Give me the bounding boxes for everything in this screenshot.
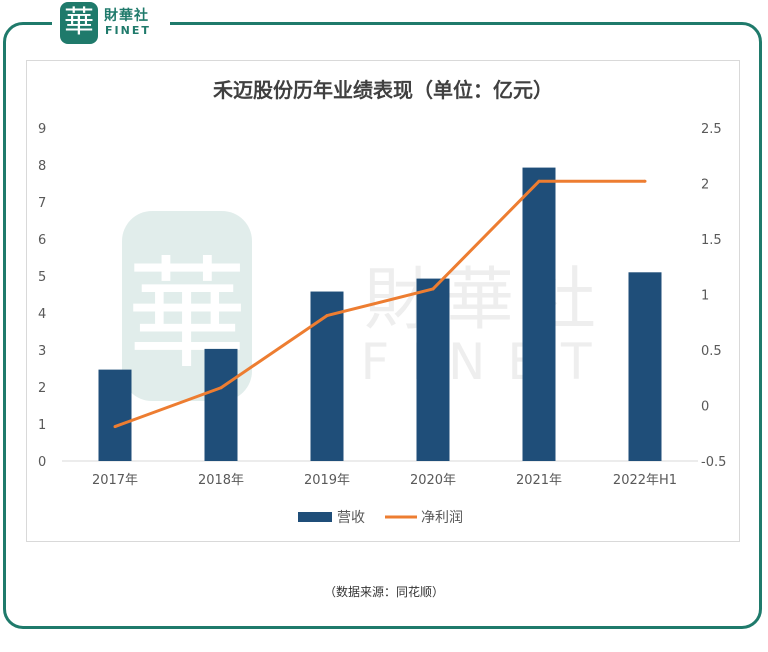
legend-swatch-revenue — [298, 512, 332, 522]
left-tick-label: 5 — [38, 270, 46, 285]
x-axis: 2017年 2018年 2019年 2020年 2021年 2022年H1 — [92, 473, 677, 488]
x-tick-label: 2021年 — [516, 473, 562, 488]
right-tick-label: 2.5 — [701, 122, 722, 137]
right-tick-label: -0.5 — [701, 455, 726, 470]
point-net-profit — [325, 314, 329, 318]
legend-label-revenue: 营收 — [337, 510, 365, 526]
point-net-profit — [113, 425, 117, 429]
bar-series — [98, 167, 662, 461]
left-tick-label: 4 — [38, 307, 46, 322]
point-net-profit — [431, 287, 435, 291]
left-tick-label: 8 — [38, 159, 46, 174]
legend: 营收 净利润 — [298, 510, 463, 526]
right-tick-label: 1.5 — [701, 233, 722, 248]
point-net-profit — [537, 179, 541, 183]
x-tick-label: 2019年 — [304, 473, 350, 488]
point-net-profit — [643, 179, 647, 183]
line-net-profit — [114, 179, 645, 428]
bar-revenue — [628, 272, 662, 461]
right-axis: -0.5 0 0.5 1 1.5 2 2.5 — [701, 122, 726, 470]
chart-title: 禾迈股份历年业绩表现（单位：亿元） — [213, 78, 553, 102]
source-note: （数据来源：同花顺） — [323, 585, 444, 599]
point-net-profit — [219, 386, 223, 390]
left-tick-label: 6 — [38, 233, 46, 248]
watermark-name-en: FINET — [360, 333, 613, 391]
chart-svg: 華 財華社 FINET 禾迈股份历年业绩表现（单位：亿元） 0123456789… — [38, 78, 726, 526]
outer-frame — [3, 22, 762, 629]
logo-name-cn: 財華社 — [104, 8, 149, 24]
finet-logo: 華 財華社 FINET — [52, 2, 170, 46]
line-series — [113, 179, 647, 429]
right-tick-label: 1 — [701, 289, 709, 304]
right-tick-label: 0 — [701, 400, 709, 415]
left-tick-label: 2 — [38, 381, 46, 396]
right-tick-label: 2 — [701, 178, 709, 193]
left-tick-label: 1 — [38, 418, 46, 433]
x-tick-label: 2022年H1 — [613, 473, 677, 488]
left-tick-label: 0 — [38, 455, 46, 470]
bar-revenue — [204, 348, 238, 461]
bar-revenue — [98, 369, 132, 461]
right-tick-label: 0.5 — [701, 344, 722, 359]
logo-name-en: FINET — [105, 24, 151, 37]
bar-revenue — [416, 278, 450, 461]
x-tick-label: 2018年 — [198, 473, 244, 488]
legend-label-net-profit: 净利润 — [421, 510, 463, 526]
watermark-name-cn: 財華社 — [364, 261, 610, 340]
left-axis: 0 1 2 3 4 5 6 7 8 9 — [38, 122, 46, 470]
left-tick-label: 3 — [38, 344, 46, 359]
left-tick-label: 9 — [38, 122, 46, 137]
x-tick-label: 2017年 — [92, 473, 138, 488]
x-tick-label: 2020年 — [410, 473, 456, 488]
bar-revenue — [522, 167, 556, 461]
bar-revenue — [310, 291, 344, 461]
left-tick-label: 7 — [38, 196, 46, 211]
logo-seal: 華 — [60, 2, 98, 44]
